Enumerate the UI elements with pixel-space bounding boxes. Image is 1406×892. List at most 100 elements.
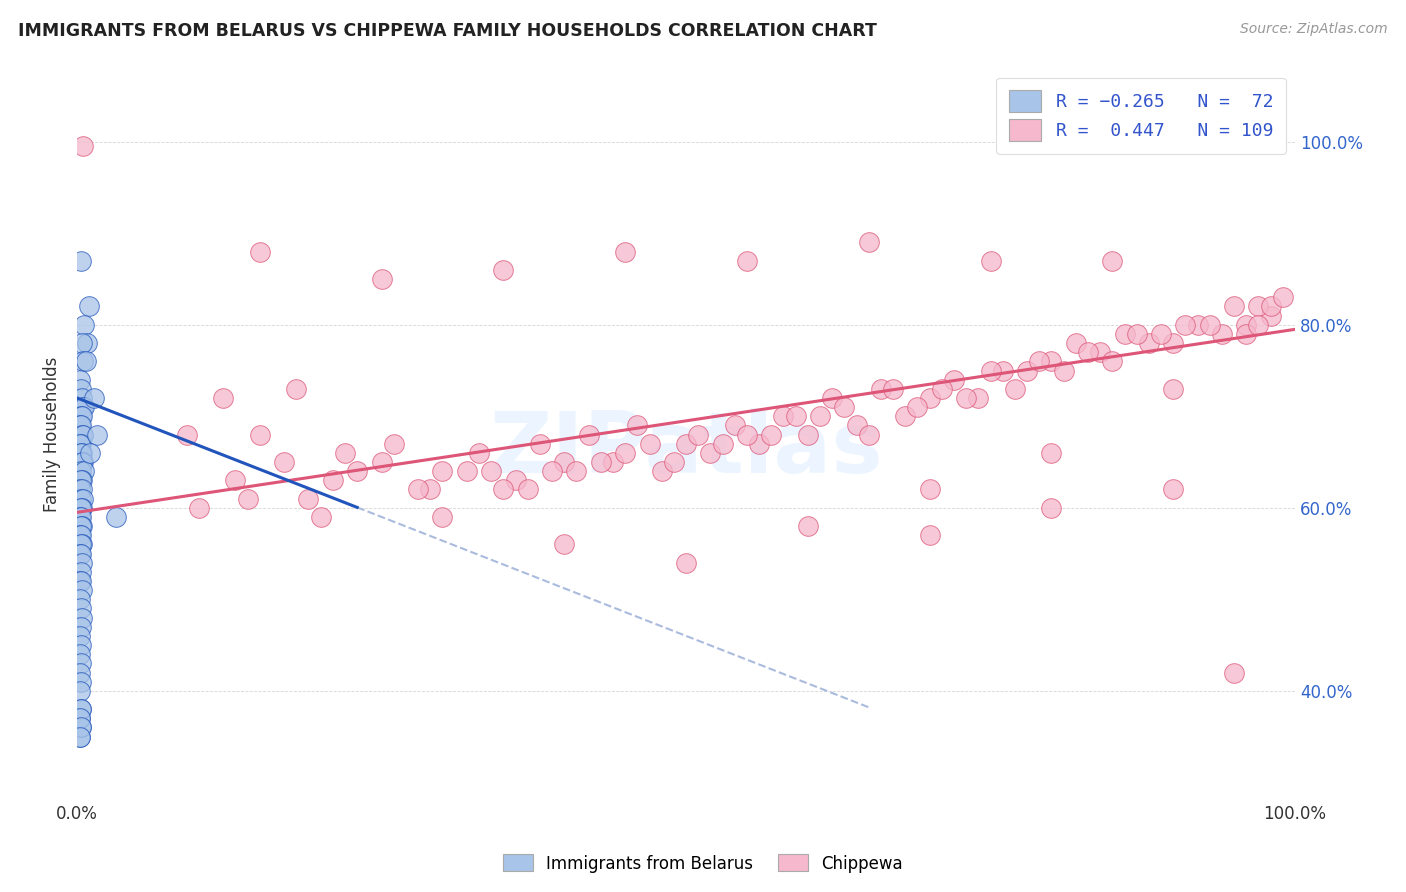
Point xyxy=(882,382,904,396)
Point xyxy=(69,473,91,487)
Point xyxy=(980,363,1002,377)
Point xyxy=(69,409,91,424)
Point xyxy=(370,455,392,469)
Point xyxy=(967,391,990,405)
Point xyxy=(70,446,93,460)
Point xyxy=(69,711,91,725)
Point xyxy=(1040,446,1063,460)
Point xyxy=(69,500,91,515)
Point xyxy=(309,510,332,524)
Point xyxy=(69,730,91,744)
Point xyxy=(589,455,612,469)
Point xyxy=(69,592,91,607)
Point xyxy=(1260,309,1282,323)
Point xyxy=(69,565,91,579)
Point xyxy=(72,354,94,368)
Point xyxy=(69,491,91,506)
Point xyxy=(176,427,198,442)
Point xyxy=(748,436,770,450)
Point xyxy=(285,382,308,396)
Point xyxy=(69,647,91,661)
Point xyxy=(70,427,93,442)
Point xyxy=(69,436,91,450)
Point xyxy=(69,373,91,387)
Text: Source: ZipAtlas.com: Source: ZipAtlas.com xyxy=(1240,22,1388,37)
Point xyxy=(70,473,93,487)
Point xyxy=(333,446,356,460)
Point xyxy=(785,409,807,424)
Point xyxy=(70,556,93,570)
Point xyxy=(69,418,91,433)
Point xyxy=(1161,336,1184,351)
Point xyxy=(1234,326,1257,341)
Legend: R = −0.265   N =  72, R =  0.447   N = 109: R = −0.265 N = 72, R = 0.447 N = 109 xyxy=(997,78,1286,154)
Point xyxy=(1088,345,1111,359)
Point xyxy=(69,720,91,734)
Point xyxy=(187,500,209,515)
Point xyxy=(249,427,271,442)
Point xyxy=(894,409,917,424)
Point xyxy=(724,418,747,433)
Point xyxy=(808,409,831,424)
Point xyxy=(69,629,91,643)
Point xyxy=(69,483,91,497)
Point xyxy=(86,427,108,442)
Point xyxy=(70,455,93,469)
Point xyxy=(69,601,91,615)
Point xyxy=(456,464,478,478)
Point xyxy=(662,455,685,469)
Point xyxy=(69,537,91,551)
Point xyxy=(529,436,551,450)
Point xyxy=(735,427,758,442)
Point xyxy=(69,620,91,634)
Point xyxy=(432,510,454,524)
Point xyxy=(273,455,295,469)
Point xyxy=(370,272,392,286)
Point xyxy=(1101,354,1123,368)
Point xyxy=(602,455,624,469)
Point xyxy=(1211,326,1233,341)
Point xyxy=(76,336,98,351)
Point xyxy=(907,400,929,414)
Point xyxy=(70,537,93,551)
Point xyxy=(70,409,93,424)
Point xyxy=(688,427,710,442)
Point xyxy=(249,244,271,259)
Point xyxy=(870,382,893,396)
Point xyxy=(70,483,93,497)
Point xyxy=(541,464,564,478)
Point xyxy=(1260,300,1282,314)
Point xyxy=(69,382,91,396)
Point xyxy=(382,436,405,450)
Point xyxy=(675,556,697,570)
Point xyxy=(479,464,502,478)
Point xyxy=(1040,500,1063,515)
Point xyxy=(419,483,441,497)
Point xyxy=(406,483,429,497)
Point xyxy=(1101,253,1123,268)
Point xyxy=(955,391,977,405)
Y-axis label: Family Households: Family Households xyxy=(44,357,60,512)
Point xyxy=(1114,326,1136,341)
Point xyxy=(69,730,91,744)
Point xyxy=(72,427,94,442)
Point xyxy=(516,483,538,497)
Point xyxy=(69,510,91,524)
Point xyxy=(918,391,941,405)
Point xyxy=(69,528,91,542)
Point xyxy=(69,547,91,561)
Point xyxy=(1150,326,1173,341)
Point xyxy=(858,427,880,442)
Point xyxy=(322,473,344,487)
Point xyxy=(212,391,235,405)
Point xyxy=(73,400,96,414)
Point xyxy=(69,638,91,652)
Point xyxy=(492,483,515,497)
Point xyxy=(69,683,91,698)
Point xyxy=(858,235,880,250)
Point xyxy=(1271,290,1294,304)
Point xyxy=(553,537,575,551)
Point xyxy=(73,318,96,332)
Point xyxy=(1064,336,1087,351)
Point xyxy=(72,400,94,414)
